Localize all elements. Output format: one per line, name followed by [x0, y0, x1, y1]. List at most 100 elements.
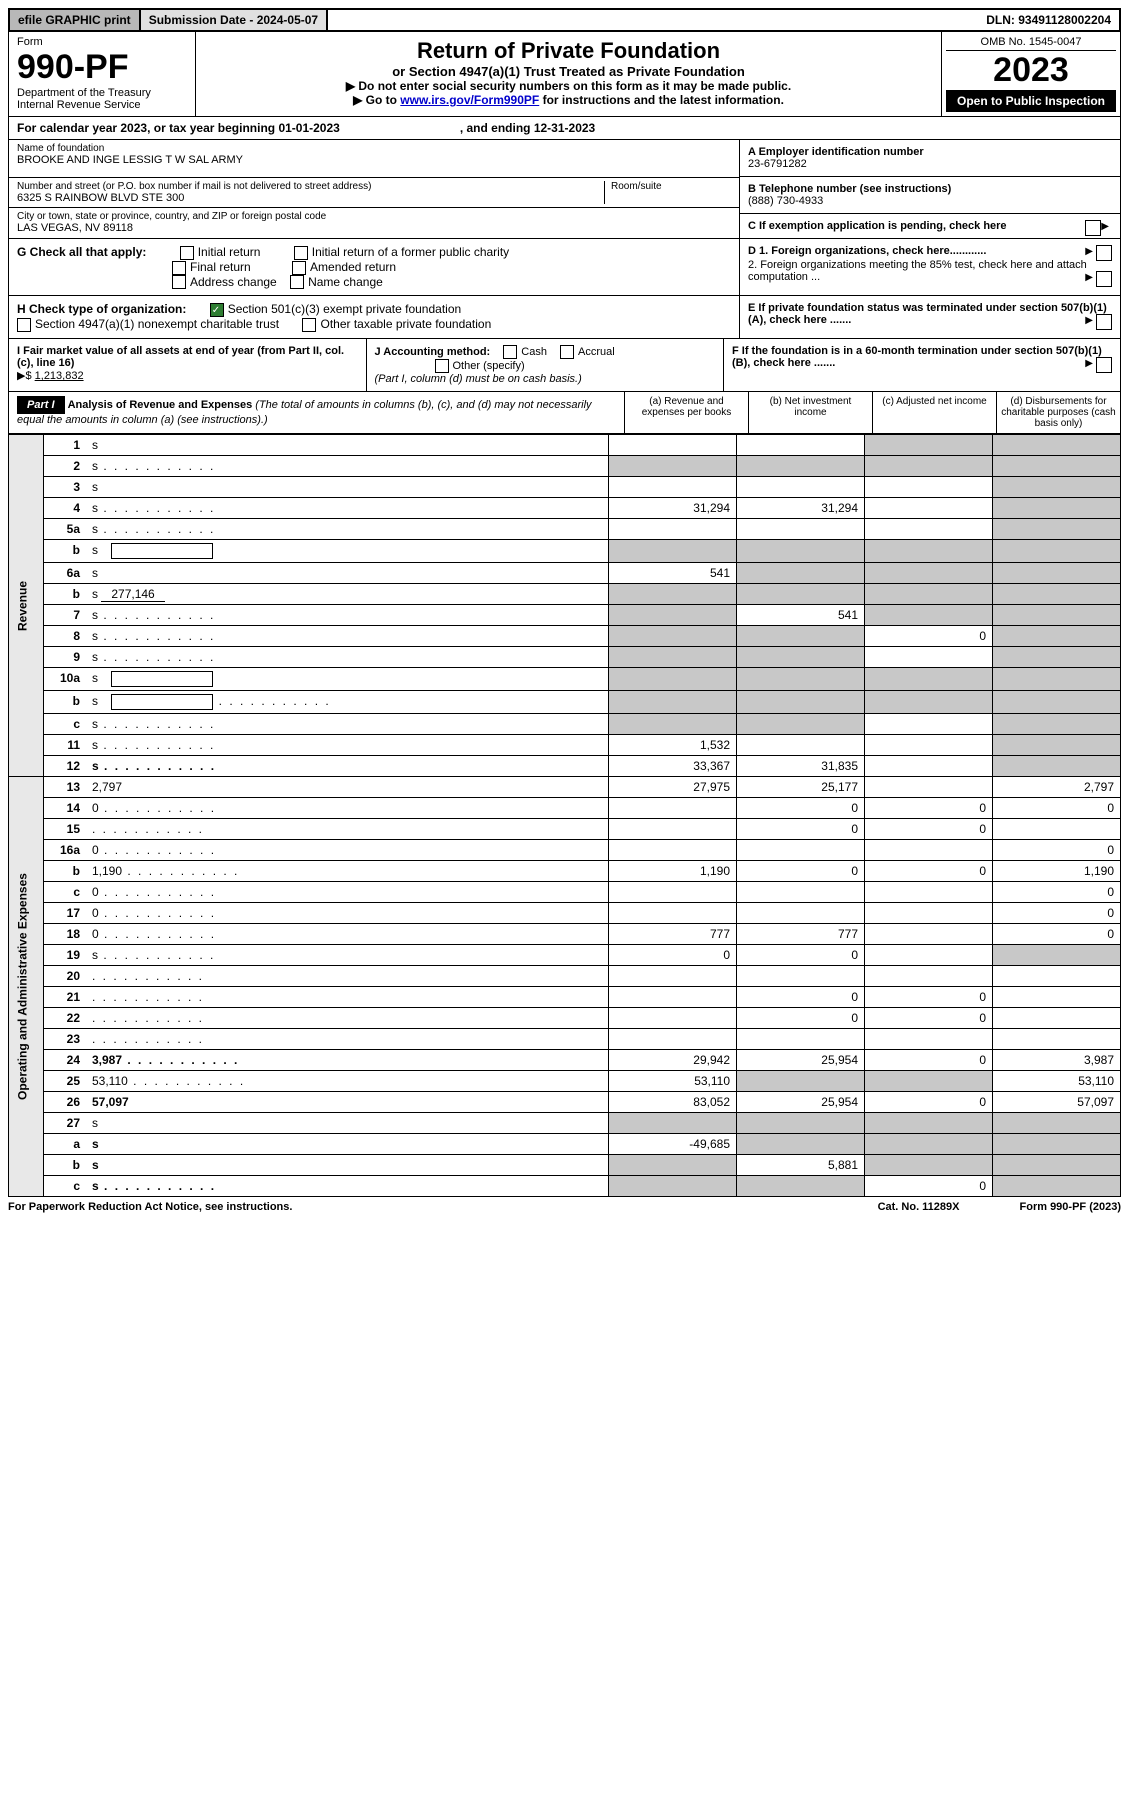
- d2-checkbox[interactable]: [1096, 271, 1112, 287]
- line-description: 0: [86, 840, 609, 861]
- h-section: H Check type of organization: Section 50…: [9, 296, 739, 338]
- table-row: 2100: [9, 987, 1121, 1008]
- line-description: s: [86, 735, 609, 756]
- line-description: s 277,146: [86, 584, 609, 605]
- name-value: BROOKE AND INGE LESSIG T W SAL ARMY: [17, 154, 731, 166]
- cell-col-b: [737, 840, 865, 861]
- line-description: 0: [86, 882, 609, 903]
- other-taxable-checkbox[interactable]: [302, 318, 316, 332]
- line-number: 23: [44, 1029, 87, 1050]
- accrual-checkbox[interactable]: [560, 345, 574, 359]
- instructions-link[interactable]: www.irs.gov/Form990PF: [400, 93, 539, 107]
- table-row: 1807777770: [9, 924, 1121, 945]
- table-row: 11s1,532: [9, 735, 1121, 756]
- cell-col-b: 0: [737, 819, 865, 840]
- cell-col-c: [865, 714, 993, 735]
- cell-col-d: [993, 519, 1121, 540]
- table-row: 2657,09783,05225,954057,097: [9, 1092, 1121, 1113]
- cell-col-b: 0: [737, 861, 865, 882]
- cell-col-b: 0: [737, 1008, 865, 1029]
- cell-col-d: [993, 563, 1121, 584]
- cell-col-a: [609, 1176, 737, 1197]
- cell-col-a: 31,294: [609, 498, 737, 519]
- cell-col-c: [865, 668, 993, 691]
- line-description: s: [86, 540, 609, 563]
- cell-col-d: [993, 691, 1121, 714]
- cell-col-b: [737, 584, 865, 605]
- table-row: 8s0: [9, 626, 1121, 647]
- cell-col-d: 0: [993, 882, 1121, 903]
- initial-former-checkbox[interactable]: [294, 246, 308, 260]
- cell-col-a: [609, 626, 737, 647]
- line-description: [86, 819, 609, 840]
- ein-block: A Employer identification number 23-6791…: [740, 140, 1120, 177]
- cell-col-d: [993, 540, 1121, 563]
- entity-row: Name of foundation BROOKE AND INGE LESSI…: [8, 140, 1121, 239]
- table-row: 2s: [9, 456, 1121, 477]
- cell-col-b: [737, 519, 865, 540]
- table-row: 243,98729,94225,95403,987: [9, 1050, 1121, 1071]
- form-number: 990-PF: [17, 48, 187, 87]
- table-row: 2553,11053,11053,110: [9, 1071, 1121, 1092]
- cell-col-c: [865, 1029, 993, 1050]
- cell-col-b: 25,954: [737, 1092, 865, 1113]
- table-row: b1,1901,190001,190: [9, 861, 1121, 882]
- g-label: G Check all that apply:: [17, 245, 146, 259]
- cell-col-c: 0: [865, 798, 993, 819]
- table-row: 10as: [9, 668, 1121, 691]
- g-d-row: G Check all that apply: Initial return I…: [8, 239, 1121, 296]
- cell-col-c: [865, 756, 993, 777]
- 501c3-checkbox[interactable]: [210, 303, 224, 317]
- foundation-name-block: Name of foundation BROOKE AND INGE LESSI…: [9, 140, 739, 178]
- line-description: s: [86, 691, 609, 714]
- line-number: 2: [44, 456, 87, 477]
- arrow-icon: [1085, 271, 1096, 283]
- submission-date: Submission Date - 2024-05-07: [141, 10, 328, 30]
- form-subtitle: or Section 4947(a)(1) Trust Treated as P…: [202, 64, 935, 79]
- line-number: 4: [44, 498, 87, 519]
- table-row: cs0: [9, 1176, 1121, 1197]
- cell-col-a: 53,110: [609, 1071, 737, 1092]
- e-label: E If private foundation status was termi…: [748, 302, 1107, 326]
- cell-col-a: [609, 987, 737, 1008]
- final-return-checkbox[interactable]: [172, 261, 186, 275]
- table-row: 2200: [9, 1008, 1121, 1029]
- cell-col-c: [865, 456, 993, 477]
- e-checkbox[interactable]: [1096, 314, 1112, 330]
- e-section: E If private foundation status was termi…: [739, 296, 1120, 338]
- 4947-checkbox[interactable]: [17, 318, 31, 332]
- line-number: 18: [44, 924, 87, 945]
- initial-return-checkbox[interactable]: [180, 246, 194, 260]
- d2-label: 2. Foreign organizations meeting the 85%…: [748, 259, 1087, 283]
- line-description: [86, 1029, 609, 1050]
- cell-col-b: 25,954: [737, 1050, 865, 1071]
- line-description: 0: [86, 903, 609, 924]
- amended-return-checkbox[interactable]: [292, 261, 306, 275]
- cell-col-c: 0: [865, 1092, 993, 1113]
- cell-col-b: [737, 1134, 865, 1155]
- cell-col-b: [737, 668, 865, 691]
- j-note: (Part I, column (d) must be on cash basi…: [375, 373, 582, 385]
- name-change-checkbox[interactable]: [290, 275, 304, 289]
- cell-col-c: 0: [865, 1050, 993, 1071]
- f-checkbox[interactable]: [1096, 357, 1112, 373]
- cell-col-d: [993, 584, 1121, 605]
- dln: DLN: 93491128002204: [978, 10, 1119, 30]
- cell-col-a: 1,190: [609, 861, 737, 882]
- cell-col-b: 0: [737, 945, 865, 966]
- cell-col-b: 31,835: [737, 756, 865, 777]
- line-number: 14: [44, 798, 87, 819]
- d1-checkbox[interactable]: [1096, 245, 1112, 261]
- line-number: 19: [44, 945, 87, 966]
- line-number: 6a: [44, 563, 87, 584]
- table-row: 3s: [9, 477, 1121, 498]
- address-change-checkbox[interactable]: [172, 275, 186, 289]
- cell-col-d: 0: [993, 924, 1121, 945]
- cash-checkbox[interactable]: [503, 345, 517, 359]
- cell-col-c: [865, 563, 993, 584]
- other-method-checkbox[interactable]: [435, 359, 449, 373]
- c-checkbox[interactable]: [1085, 220, 1101, 236]
- cell-col-c: [865, 777, 993, 798]
- line-description: s: [86, 1155, 609, 1176]
- line-number: 15: [44, 819, 87, 840]
